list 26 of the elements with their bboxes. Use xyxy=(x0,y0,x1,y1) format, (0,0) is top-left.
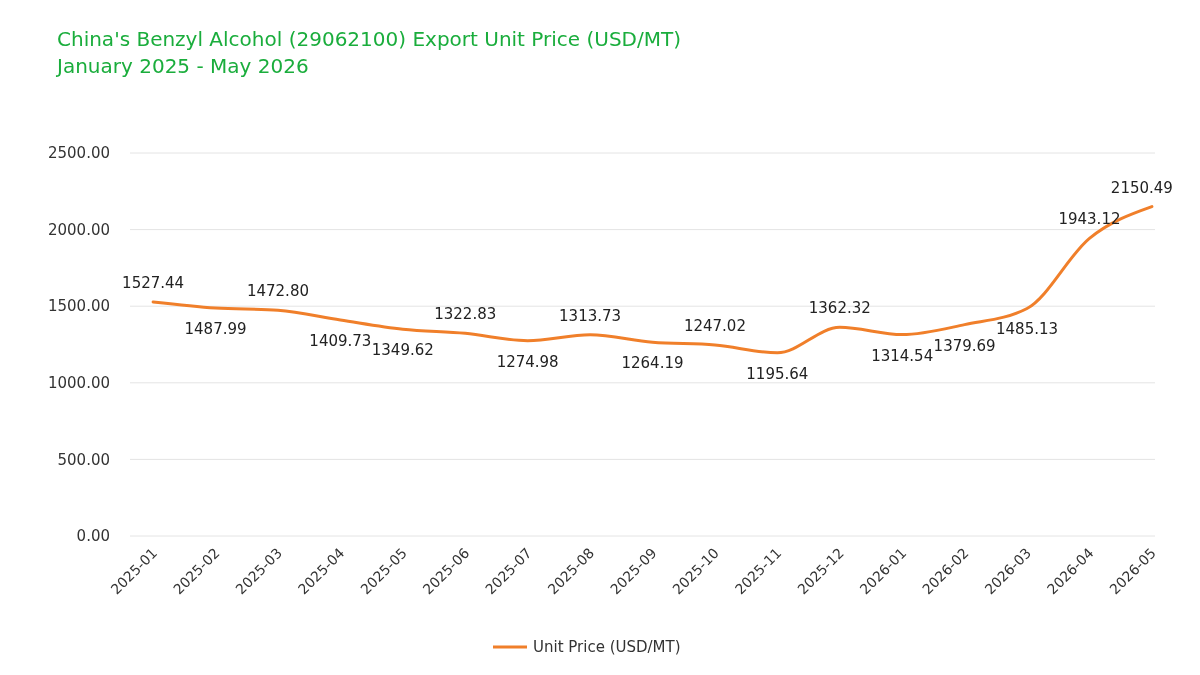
chart-subtitle: January 2025 - May 2026 xyxy=(55,54,309,78)
data-label: 1313.73 xyxy=(559,306,622,325)
data-label: 1322.83 xyxy=(434,305,497,324)
data-label: 1362.32 xyxy=(808,299,871,318)
data-label: 1247.02 xyxy=(683,316,746,335)
y-tick-label: 0.00 xyxy=(76,527,110,546)
data-label: 1274.98 xyxy=(496,352,559,371)
data-label: 1943.12 xyxy=(1058,210,1121,229)
data-label: 1487.99 xyxy=(184,320,247,339)
data-label: 1314.54 xyxy=(871,346,934,365)
data-label: 1379.69 xyxy=(933,336,996,355)
data-label: 1409.73 xyxy=(309,332,372,351)
data-label: 2150.49 xyxy=(1110,178,1173,197)
y-tick-label: 500.00 xyxy=(57,450,110,469)
data-label: 1472.80 xyxy=(246,282,309,301)
data-label: 1349.62 xyxy=(371,341,434,360)
y-tick-label: 2500.00 xyxy=(47,144,110,163)
legend-label: Unit Price (USD/MT) xyxy=(533,638,681,657)
y-tick-label: 1500.00 xyxy=(47,297,110,316)
data-label: 1264.19 xyxy=(621,354,684,373)
data-label: 1195.64 xyxy=(746,364,809,383)
y-tick-label: 2000.00 xyxy=(47,220,110,239)
chart-title: China's Benzyl Alcohol (29062100) Export Unit Price (USD/MT) xyxy=(57,27,682,51)
data-label: 1527.44 xyxy=(122,274,185,292)
y-tick-label: 1000.00 xyxy=(47,374,110,393)
data-label: 1485.13 xyxy=(996,320,1059,339)
